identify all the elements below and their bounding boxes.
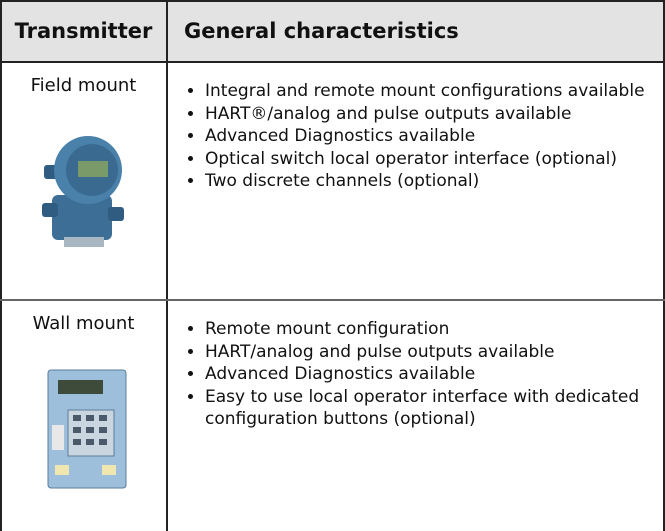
characteristics-list: Integral and remote mount configurations…	[168, 80, 655, 193]
transmitter-name: Field mount	[30, 75, 137, 96]
characteristic: Easy to use local operator interface wit…	[205, 386, 655, 431]
characteristic: Remote mount configuration	[205, 318, 655, 341]
header-cell: Transmitter	[0, 0, 167, 62]
field-mount-image	[42, 136, 124, 247]
characteristics-list: Remote mount configuration HART/analog a…	[168, 318, 655, 431]
characteristic: HART/analog and pulse outputs available	[205, 341, 655, 364]
transmitter-name: Wall mount	[32, 313, 135, 334]
wall-mount-image	[47, 369, 127, 489]
characteristic: Advanced Diagnostics available	[205, 363, 655, 386]
border	[0, 0, 665, 2]
column-divider	[166, 0, 168, 531]
characteristic: Advanced Diagnostics available	[205, 125, 655, 148]
characteristic: Integral and remote mount configurations…	[205, 80, 655, 103]
header-divider	[0, 61, 665, 63]
border	[663, 0, 665, 531]
border	[0, 0, 2, 531]
header-cell: General characteristics	[168, 0, 665, 62]
row-divider	[0, 299, 665, 301]
characteristic: Two discrete channels (optional)	[205, 170, 655, 193]
characteristic: Optical switch local operator interface …	[205, 148, 655, 171]
characteristic: HART®/analog and pulse outputs available	[205, 103, 655, 126]
